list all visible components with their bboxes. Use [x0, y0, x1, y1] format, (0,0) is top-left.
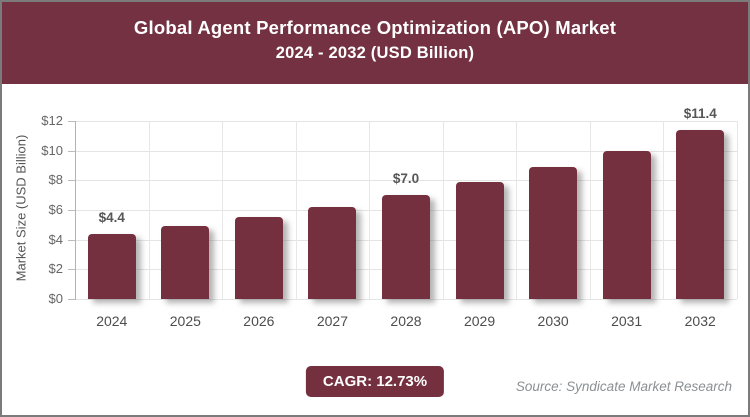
x-axis-tick-label: 2024 [96, 313, 128, 329]
chart-header-banner: Global Agent Performance Optimization (A… [2, 2, 748, 84]
bar-2030 [529, 166, 578, 299]
y-axis-tick [68, 299, 75, 300]
chart-title: Global Agent Performance Optimization (A… [133, 17, 617, 38]
gridline-vertical [663, 121, 665, 299]
source-attribution: Source: Syndicate Market Research [515, 379, 732, 394]
bar-value-label: $4.4 [98, 209, 125, 225]
bar-2029 [455, 181, 504, 299]
y-axis-tick-label: $12 [41, 113, 63, 128]
bar-2028 [382, 195, 430, 299]
y-axis-tick-label: $10 [41, 142, 63, 158]
x-axis-tick-label: 2028 [390, 313, 422, 329]
x-axis-tick-label: 2031 [611, 313, 643, 329]
y-axis-tick-label: $8 [48, 172, 63, 188]
x-axis-tick-label: 2030 [537, 313, 569, 329]
y-axis-tick [68, 121, 75, 122]
gridline-vertical [442, 121, 444, 299]
bar-2032 [676, 129, 725, 299]
y-axis-tick [68, 180, 75, 182]
y-axis-tick-label: $2 [48, 261, 63, 277]
y-axis-tick [68, 239, 75, 241]
bar-2027 [308, 207, 357, 299]
gridline-horizontal [75, 121, 737, 122]
gridline-vertical [369, 121, 371, 299]
gridline-horizontal [75, 150, 737, 152]
y-axis-tick-label: $0 [48, 291, 63, 306]
y-axis-tick [68, 150, 75, 152]
x-axis-tick-label: 2026 [243, 313, 275, 329]
gridline-vertical [737, 121, 738, 299]
gridline-horizontal [75, 180, 737, 182]
chart-subtitle: 2024 - 2032 (USD Billion) [275, 44, 475, 62]
y-axis-tick [68, 210, 75, 211]
bar-2024 [87, 233, 136, 299]
gridline-vertical [295, 121, 297, 299]
bar-value-label: $11.4 [683, 105, 717, 121]
cagr-badge: CAGR: 12.73% [305, 366, 445, 397]
bar-2031 [602, 150, 651, 299]
y-axis-tick-label: $6 [48, 202, 63, 217]
x-axis-tick-label: 2025 [169, 313, 201, 329]
x-axis-tick-label: 2027 [316, 313, 349, 329]
y-axis-line [75, 121, 76, 300]
y-axis-tick [68, 269, 75, 271]
gridline-vertical [589, 121, 591, 299]
bar-value-label: $7.0 [392, 171, 420, 187]
gridline-vertical [222, 121, 224, 299]
x-axis-tick-label: 2029 [463, 313, 496, 329]
bar-2026 [234, 217, 283, 299]
bar-2025 [161, 226, 210, 299]
y-axis-tick-label: $4 [48, 231, 63, 247]
gridline-horizontal [75, 299, 737, 300]
gridline-vertical [148, 121, 150, 299]
gridline-vertical [516, 121, 518, 299]
x-axis-tick-label: 2032 [684, 313, 716, 329]
